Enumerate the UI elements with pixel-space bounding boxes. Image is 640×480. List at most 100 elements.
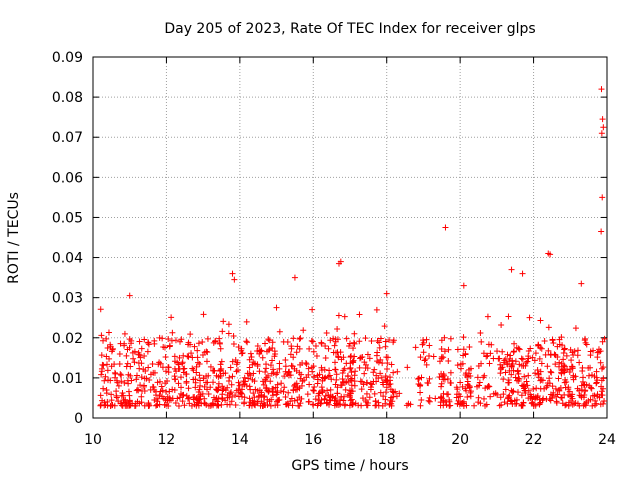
data-point [514,389,521,396]
data-point [351,378,358,385]
data-point [283,401,290,408]
data-point [192,384,199,391]
data-point [309,338,316,345]
data-point [572,373,579,380]
data-point [334,401,341,408]
data-point [498,364,505,371]
data-point [177,390,184,397]
data-point [284,339,291,346]
data-point [142,367,149,374]
data-point [327,386,334,393]
data-point [548,369,555,376]
x-tick-label: 12 [158,432,176,448]
data-point [536,400,543,407]
data-point [547,352,554,359]
data-point [520,399,527,406]
data-point [246,402,253,409]
data-point [521,373,528,380]
data-point [344,372,351,379]
data-point [480,395,487,402]
data-point [324,399,331,406]
data-point [507,352,514,359]
data-point [334,349,341,356]
data-point [510,388,517,395]
data-point [107,341,114,348]
data-point [169,386,176,393]
data-point [290,335,297,342]
data-point [165,336,172,343]
data-point [184,395,191,402]
data-point [578,280,585,287]
data-point [177,338,184,345]
data-point [196,372,203,379]
data-point [121,379,128,386]
data-point [540,395,547,402]
data-point [111,361,118,368]
data-point [233,368,240,375]
data-point [447,369,454,376]
data-point [440,397,447,404]
data-point [582,402,589,409]
data-point [151,397,158,404]
data-point [324,387,331,394]
data-point [552,385,559,392]
data-point [536,355,543,362]
data-point [508,363,515,370]
data-point [347,340,354,347]
data-point [282,357,289,364]
data-point [480,374,487,381]
data-point [225,321,232,328]
data-point [460,398,467,405]
data-point [310,363,317,370]
x-tick-label: 22 [525,432,543,448]
data-point [339,375,346,382]
data-point [321,395,328,402]
data-point [379,379,386,386]
data-point [311,373,318,380]
data-point [215,373,222,380]
data-point [118,378,125,385]
data-point [216,335,223,342]
data-point [576,402,583,409]
data-point [384,359,391,366]
data-point [561,369,568,376]
data-point [467,389,474,396]
data-point [229,358,236,365]
data-point [217,361,224,368]
data-point [291,274,298,281]
data-point [588,371,595,378]
data-point [176,354,183,361]
data-point [159,364,166,371]
data-point [601,397,608,404]
data-point [309,401,316,408]
data-point [527,345,534,352]
data-point [370,369,377,376]
data-point [123,352,130,359]
data-point [169,329,176,336]
data-point [457,379,464,386]
data-point [265,336,272,343]
data-point [377,370,384,377]
data-point [241,399,248,406]
data-point [560,350,567,357]
data-point [589,402,596,409]
data-point [274,381,281,388]
data-point [586,372,593,379]
data-point [500,376,507,383]
data-point [318,364,325,371]
data-point [519,270,526,277]
data-point [441,334,448,341]
data-point [265,387,272,394]
data-point [598,365,605,372]
y-tick-label: 0.04 [52,251,83,267]
data-point [299,378,306,385]
data-point [416,382,423,389]
data-point [552,361,559,368]
data-point [212,396,219,403]
data-point [526,314,533,321]
data-point [158,383,165,390]
data-point [299,359,306,366]
data-point [228,381,235,388]
data-point [351,330,358,337]
data-point [462,350,469,357]
